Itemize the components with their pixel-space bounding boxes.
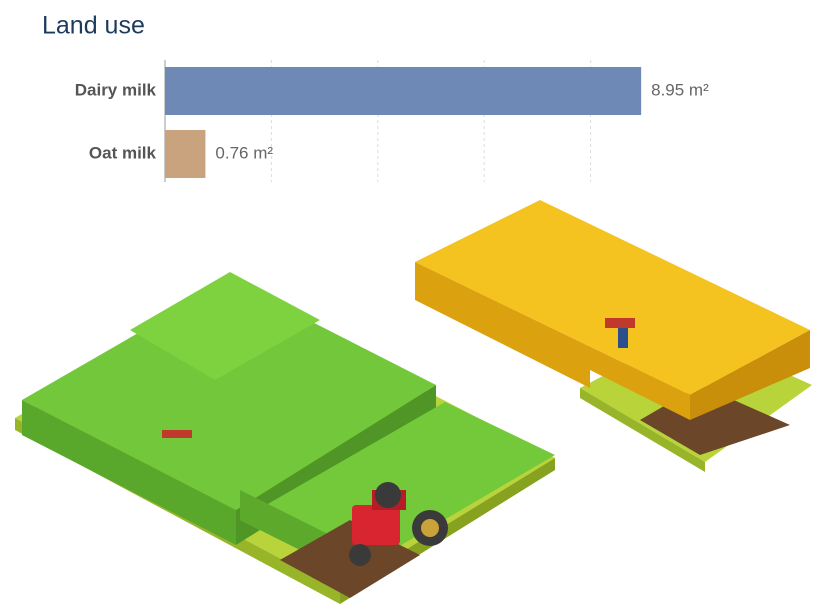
farm-illustration <box>15 200 812 604</box>
bar <box>165 130 206 178</box>
bar <box>165 67 642 115</box>
category-label: Dairy milk <box>75 80 157 99</box>
chart-title: Land use <box>42 12 145 40</box>
category-label: Oat milk <box>89 143 157 162</box>
value-label: 8.95 m² <box>651 80 709 99</box>
value-label: 0.76 m² <box>215 143 273 162</box>
